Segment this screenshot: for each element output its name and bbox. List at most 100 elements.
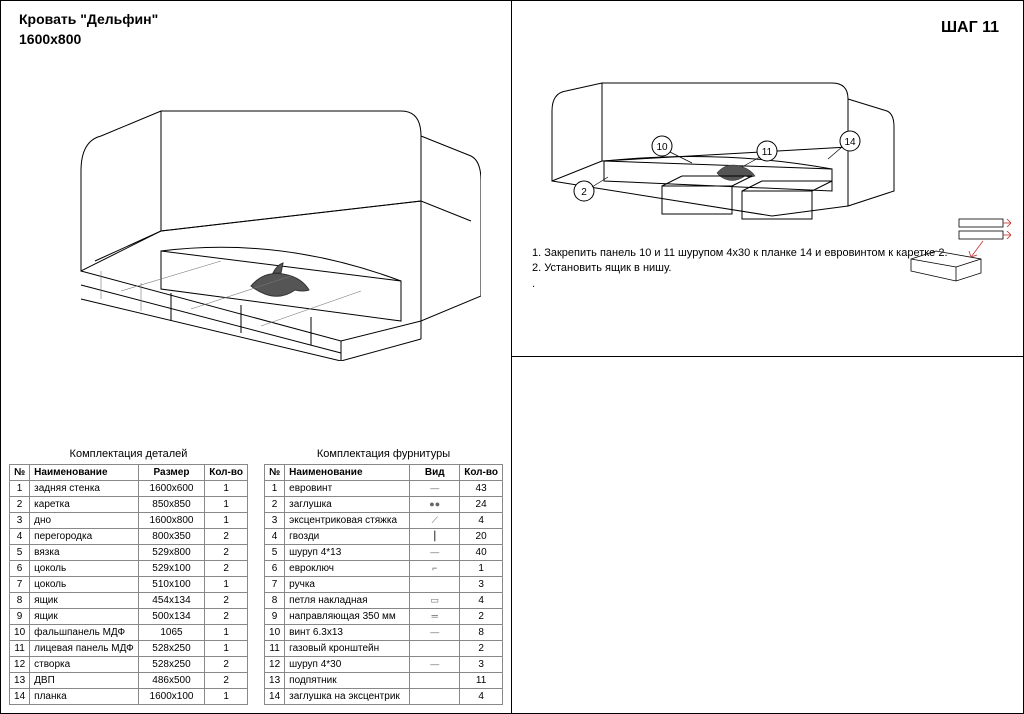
cell: 24 — [460, 497, 503, 513]
cell: 454х134 — [138, 593, 204, 609]
empty-panel — [512, 357, 1024, 714]
table-row: 9ящик500х1342 — [10, 609, 248, 625]
table-row: 12шуруп 4*30—3 — [265, 657, 503, 673]
cell: 1 — [265, 481, 285, 497]
table-row: 1евровинт—43 — [265, 481, 503, 497]
cell: 6 — [10, 561, 30, 577]
cell: 1 — [205, 641, 248, 657]
cell: эксцентриковая стяжка — [285, 513, 410, 529]
cell: 2 — [205, 545, 248, 561]
cell: 5 — [265, 545, 285, 561]
cell: ДВП — [30, 673, 139, 689]
cell: винт 6.3х13 — [285, 625, 410, 641]
cell: 2 — [460, 609, 503, 625]
table-row: 5шуруп 4*13—40 — [265, 545, 503, 561]
table-row: 10фальшпанель МДФ10651 — [10, 625, 248, 641]
cell: 4 — [265, 529, 285, 545]
cell: 529х800 — [138, 545, 204, 561]
cell: 528х250 — [138, 641, 204, 657]
cell: 1 — [205, 689, 248, 705]
cell: 11 — [265, 641, 285, 657]
cell: направляющая 350 мм — [285, 609, 410, 625]
right-panels: ШАГ 11 — [512, 0, 1024, 714]
cell: 1 — [205, 481, 248, 497]
parts-table: № Наименование Размер Кол-во 1задняя сте… — [9, 464, 248, 705]
hardware-table-section: Комплектация фурнитуры № Наименование Ви… — [264, 448, 503, 705]
cell: дно — [30, 513, 139, 529]
cell: створка — [30, 657, 139, 673]
cell: лицевая панель МДФ — [30, 641, 139, 657]
cell: 14 — [10, 689, 30, 705]
cell: 1 — [205, 513, 248, 529]
cell: 3 — [460, 657, 503, 673]
cell: 510х100 — [138, 577, 204, 593]
table-row: 4перегородка800х3502 — [10, 529, 248, 545]
hardware-icon: ⟋ — [410, 513, 460, 529]
cell: задняя стенка — [30, 481, 139, 497]
cell: 1600х600 — [138, 481, 204, 497]
hardware-icon: ⌐ — [410, 561, 460, 577]
table-row: 5вязка529х8002 — [10, 545, 248, 561]
cell: 1 — [205, 625, 248, 641]
th-qty: Кол-во — [205, 465, 248, 481]
cell: газовый кронштейн — [285, 641, 410, 657]
hardware-icon — [410, 689, 460, 705]
hardware-icon — [410, 577, 460, 593]
hardware-caption: Комплектация фурнитуры — [264, 448, 503, 460]
cell: 2 — [205, 561, 248, 577]
cell: 528х250 — [138, 657, 204, 673]
cell: 6 — [265, 561, 285, 577]
hardware-icon: — — [410, 657, 460, 673]
table-row: 1задняя стенка1600х6001 — [10, 481, 248, 497]
hardware-icon: — — [410, 625, 460, 641]
cell: 2 — [205, 657, 248, 673]
cell: 7 — [265, 577, 285, 593]
cell: 4 — [10, 529, 30, 545]
cell: 1 — [205, 497, 248, 513]
cell: ручка — [285, 577, 410, 593]
table-row: 14планка1600х1001 — [10, 689, 248, 705]
callout-14: 14 — [844, 137, 856, 148]
table-row: 10винт 6.3х13—8 — [265, 625, 503, 641]
table-row: 3эксцентриковая стяжка⟋4 — [265, 513, 503, 529]
callout-11: 11 — [762, 147, 773, 158]
cell: 8 — [10, 593, 30, 609]
th-size: Размер — [138, 465, 204, 481]
cell: 4 — [460, 593, 503, 609]
left-panel: Кровать "Дельфин" 1600х800 — [0, 0, 512, 714]
cell: 13 — [265, 673, 285, 689]
cell: ящик — [30, 593, 139, 609]
cell: 40 — [460, 545, 503, 561]
cell: 10 — [265, 625, 285, 641]
table-row: 3дно1600х8001 — [10, 513, 248, 529]
parts-caption: Комплектация деталей — [9, 448, 248, 460]
table-row: 2заглушка●●24 — [265, 497, 503, 513]
cell: 3 — [460, 577, 503, 593]
cell: 7 — [10, 577, 30, 593]
cell: шуруп 4*13 — [285, 545, 410, 561]
cell: 529х100 — [138, 561, 204, 577]
cell: 850х850 — [138, 497, 204, 513]
cell: 5 — [10, 545, 30, 561]
cell: планка — [30, 689, 139, 705]
table-row: 14заглушка на эксцентрик4 — [265, 689, 503, 705]
cell: 12 — [10, 657, 30, 673]
cell: 3 — [265, 513, 285, 529]
cell: 8 — [460, 625, 503, 641]
cell: шуруп 4*30 — [285, 657, 410, 673]
cell: 43 — [460, 481, 503, 497]
callout-2: 2 — [581, 187, 587, 198]
hardware-icon: ═ — [410, 609, 460, 625]
step-panel: ШАГ 11 — [512, 0, 1024, 357]
cell: 2 — [265, 497, 285, 513]
cell: 2 — [205, 529, 248, 545]
cell: 2 — [205, 593, 248, 609]
table-row: 7цоколь510х1001 — [10, 577, 248, 593]
cell: 14 — [265, 689, 285, 705]
cell: фальшпанель МДФ — [30, 625, 139, 641]
cell: 2 — [205, 673, 248, 689]
cell: цоколь — [30, 561, 139, 577]
table-row: 8петля накладная▭4 — [265, 593, 503, 609]
cell: 8 — [265, 593, 285, 609]
table-row: 11лицевая панель МДФ528х2501 — [10, 641, 248, 657]
